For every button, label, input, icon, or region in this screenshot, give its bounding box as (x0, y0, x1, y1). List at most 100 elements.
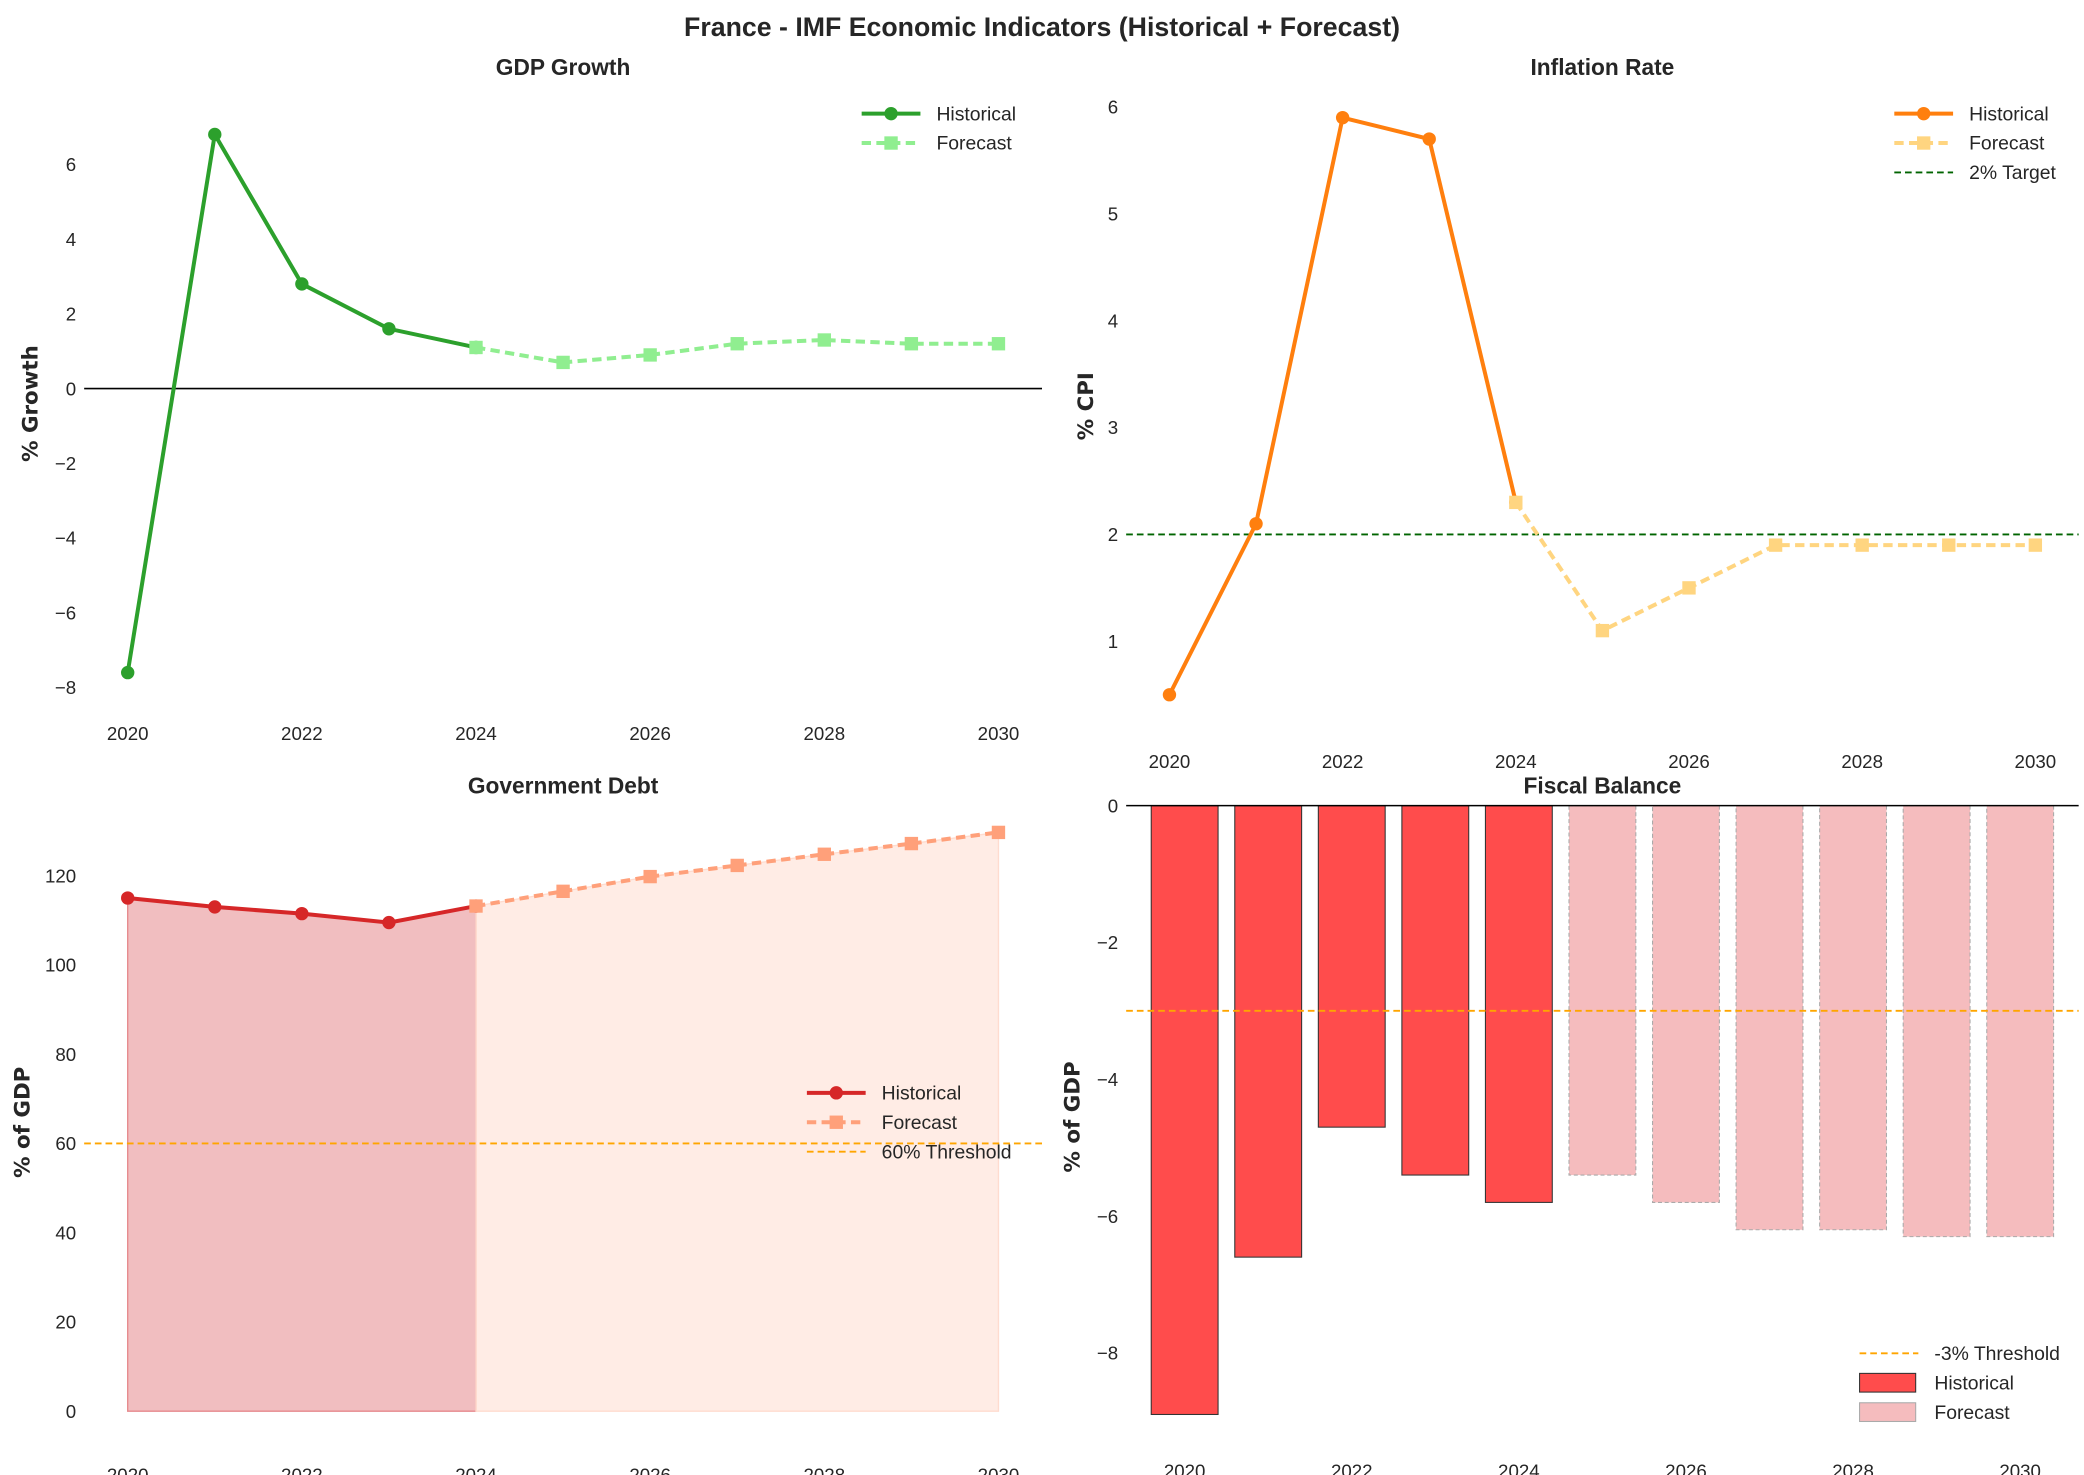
x-tick-label: 2026 (1665, 1461, 1707, 1475)
y-tick-label: 0 (1108, 795, 1118, 816)
y-tick-label: 6 (1108, 97, 1118, 118)
legend-item: 60% Threshold (806, 1141, 1012, 1163)
line-historical (1167, 115, 1518, 696)
y-tick-label: 60 (55, 1133, 76, 1154)
legend-item: Forecast (861, 133, 1012, 155)
bar-historical-2021 (1234, 805, 1303, 1258)
bar-forecast-2025 (1568, 805, 1637, 1176)
y-tick-label: 2 (66, 304, 76, 325)
point-historical-2022 (1335, 110, 1350, 125)
point-historical-2023 (382, 915, 396, 930)
gdp-legend: Historical Forecast (861, 103, 1016, 155)
line-historical (125, 128, 477, 673)
y-tick-label: −4 (55, 528, 76, 549)
x-tick-label: 2024 (1495, 751, 1537, 772)
area-historical (127, 897, 477, 1412)
y-tick-label: 4 (1108, 310, 1118, 331)
y-tick-label: 120 (45, 865, 76, 886)
y-tick-label: 3 (1108, 417, 1118, 438)
y-tick-label: 6 (66, 154, 76, 175)
x-tick-label: 2026 (629, 723, 671, 744)
legend-label: Forecast (1934, 1402, 2010, 1424)
point-historical-2020 (1162, 688, 1177, 702)
legend-label: -3% Threshold (1934, 1343, 2060, 1365)
bar-historical-2022 (1317, 805, 1386, 1128)
bar-forecast-2026 (1652, 805, 1720, 1203)
inflation-legend: Historical Forecast 2% Target (1894, 103, 2057, 184)
debt-title: Government Debt (468, 773, 659, 799)
bar-historical-2023 (1401, 805, 1470, 1176)
legend-item: Historical (1894, 103, 2049, 125)
inflation-ylabel: % CPI (1074, 372, 1099, 440)
y-tick-label: 100 (45, 955, 76, 976)
point-historical-2022 (295, 906, 309, 921)
point-forecast-2030 (2028, 538, 2043, 552)
point-forecast-2026 (643, 348, 657, 362)
point-historical-2021 (208, 900, 222, 914)
y-tick-label: −8 (1097, 1343, 1118, 1364)
legend-label: 60% Threshold (882, 1141, 1012, 1163)
point-forecast-2025 (1595, 623, 1610, 638)
y-tick-label: 0 (66, 378, 76, 399)
x-tick-label: 2020 (107, 1465, 149, 1475)
bar-forecast-2029 (1902, 805, 1971, 1238)
y-tick-label: −6 (1097, 1206, 1118, 1227)
point-forecast-2030 (991, 825, 1006, 840)
x-tick-label: 2028 (804, 1465, 846, 1475)
point-forecast-2024 (469, 340, 483, 355)
x-tick-label: 2028 (1841, 751, 1883, 772)
x-tick-label: 2024 (455, 1465, 497, 1475)
point-forecast-2026 (643, 869, 657, 884)
point-historical-2020 (121, 665, 135, 680)
x-tick-label: 2026 (629, 1465, 671, 1475)
bar-historical-2024 (1484, 805, 1553, 1203)
x-tick-label: 2020 (107, 723, 149, 744)
legend-label: Historical (936, 103, 1016, 125)
debt-panel: Government Debt % of GDP 2020 2022 2024 2026 2… (10, 773, 1042, 1475)
legend-item: Forecast (1859, 1402, 2010, 1424)
point-forecast-2029 (904, 337, 919, 351)
point-historical-2021 (1249, 517, 1263, 531)
y-tick-label: 80 (55, 1044, 76, 1065)
debt-legend: Historical Forecast 60% Threshold (806, 1083, 1012, 1163)
fiscal-title: Fiscal Balance (1524, 773, 1682, 799)
point-forecast-2024 (469, 899, 483, 913)
point-forecast-2028 (1855, 538, 1869, 552)
legend-label: Forecast (936, 133, 1012, 155)
x-tick-label: 2022 (1331, 1461, 1373, 1475)
legend-item: Historical (861, 103, 1016, 125)
line-forecast (1514, 501, 2036, 634)
legend-item: Historical (1859, 1372, 2014, 1394)
point-forecast-2029 (904, 836, 919, 851)
legend-item: 2% Target (1894, 162, 2057, 184)
x-tick-label: 2026 (1668, 751, 1710, 772)
inflation-panel: Inflation Rate % CPI 2020 2022 2024 2026 2028 2… (1074, 54, 2079, 772)
x-tick-label: 2022 (1322, 751, 1364, 772)
point-historical-2023 (382, 322, 396, 336)
x-tick-label: 2024 (1498, 1461, 1540, 1475)
y-tick-label: −6 (55, 602, 76, 623)
point-forecast-2025 (556, 355, 570, 370)
inflation-title: Inflation Rate (1531, 54, 1675, 80)
legend-item: Forecast (806, 1112, 958, 1134)
y-tick-label: 1 (1108, 631, 1118, 652)
y-tick-label: 5 (1108, 204, 1118, 225)
fiscal-ylabel: % of GDP (1060, 1061, 1085, 1172)
fiscal-legend: -3% Threshold Historical Forecast (1859, 1343, 2060, 1424)
y-tick-label: 40 (55, 1222, 76, 1243)
point-forecast-2026 (1682, 581, 1696, 595)
point-forecast-2029 (1942, 538, 1956, 552)
point-forecast-2024 (1509, 495, 1523, 510)
bar-forecast-2028 (1819, 805, 1888, 1231)
bar-forecast-2030 (1986, 805, 2055, 1238)
y-tick-label: −2 (55, 453, 76, 474)
bar-forecast-2027 (1735, 805, 1804, 1231)
bar-historical-2020 (1150, 805, 1219, 1416)
point-historical-2023 (1422, 132, 1436, 146)
point-historical-2022 (295, 277, 309, 291)
legend-label: Forecast (882, 1112, 958, 1134)
x-tick-label: 2030 (1999, 1461, 2041, 1475)
gdp-ylabel: % Growth (18, 345, 43, 462)
x-tick-label: 2028 (804, 723, 846, 744)
